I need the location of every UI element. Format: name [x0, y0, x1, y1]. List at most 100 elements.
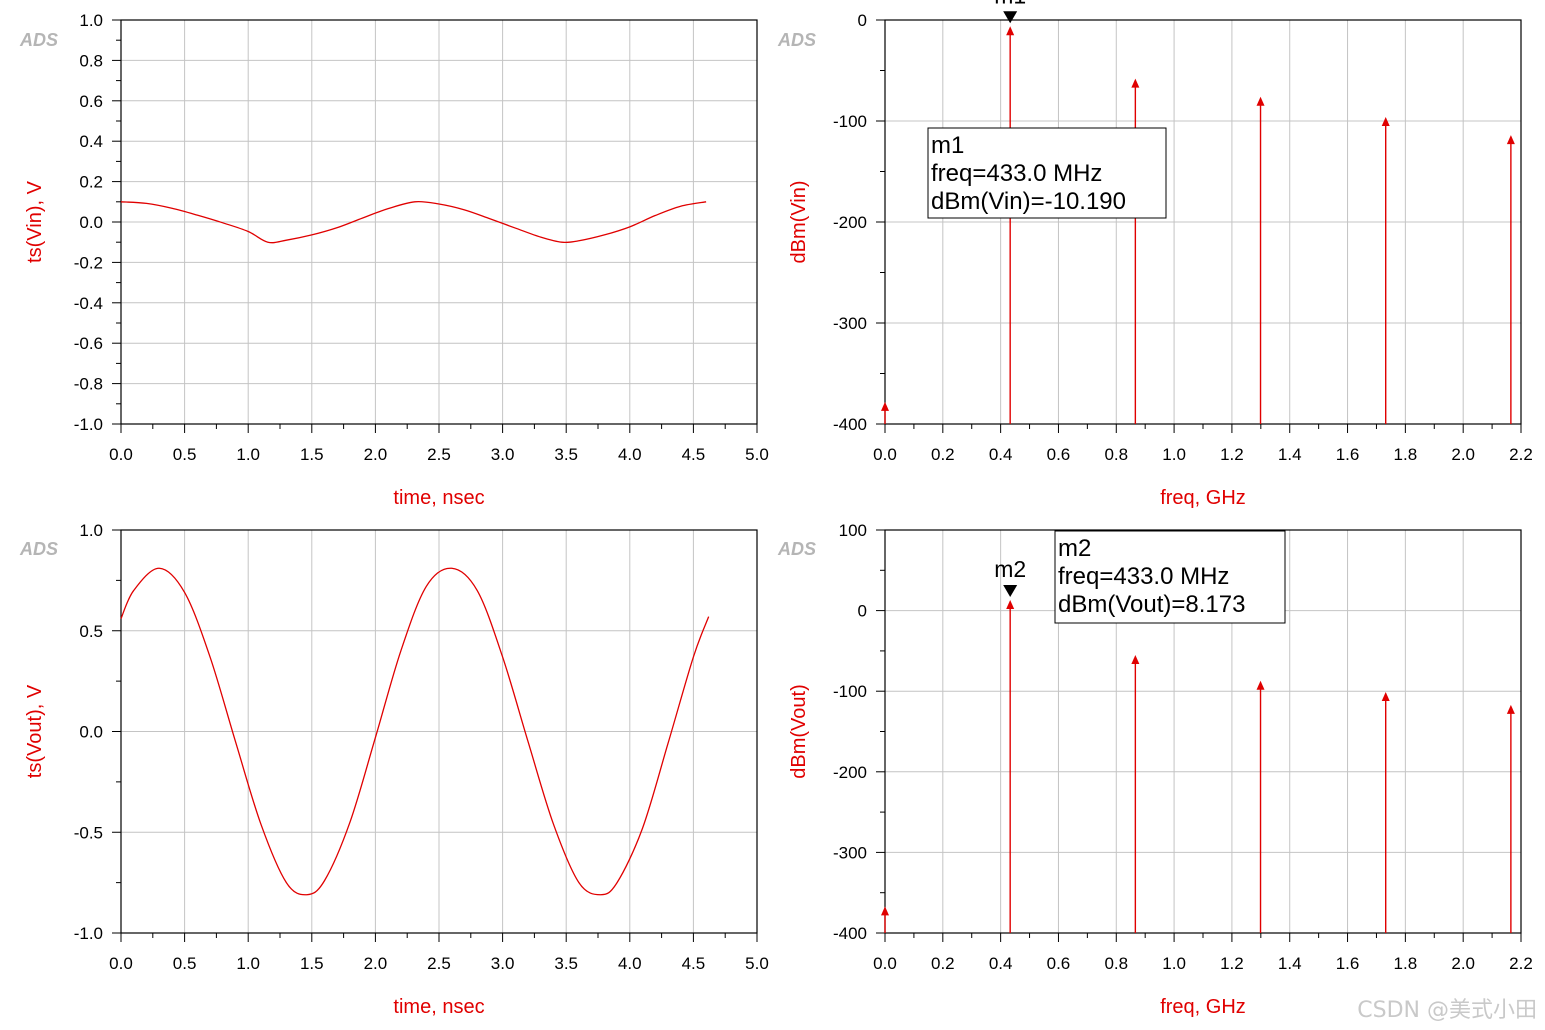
- marker-triangle[interactable]: [1003, 585, 1018, 598]
- y-tick-label: -0.4: [74, 294, 103, 313]
- stem-point: [1006, 600, 1015, 610]
- x-tick-label: 0.2: [931, 445, 955, 464]
- y-tick-label: 0.0: [79, 213, 103, 232]
- y-tick-label: -1.0: [74, 924, 103, 943]
- x-tick-label: 2.2: [1509, 445, 1533, 464]
- y-tick-label: -100: [833, 682, 867, 701]
- stem-point: [1256, 680, 1265, 690]
- y-tick-label: -0.6: [74, 334, 103, 353]
- y-tick-label: 0.2: [79, 173, 103, 192]
- marker-name-label: m1: [994, 0, 1026, 8]
- x-tick-label: 1.0: [1162, 445, 1186, 464]
- y-axis-label: dBm(Vin): [788, 181, 810, 264]
- plot-frame: [884, 529, 1522, 934]
- series-line: [120, 567, 710, 896]
- y-axis-label: ts(Vout), V: [24, 684, 46, 778]
- x-tick-label: 1.2: [1220, 445, 1244, 464]
- watermark: CSDN @美式小田: [1357, 998, 1537, 1023]
- marker-triangle[interactable]: [1003, 11, 1018, 24]
- y-tick-label: 100: [839, 521, 867, 540]
- stem-point: [1006, 26, 1015, 36]
- x-tick-label: 0.8: [1104, 445, 1128, 464]
- stem-point: [1256, 96, 1265, 106]
- y-axis-label: ts(Vin), V: [24, 180, 46, 263]
- plot-frame: [120, 19, 758, 425]
- x-tick-label: 4.0: [618, 954, 642, 973]
- marker-readout-line: dBm(Vin)=-10.190: [931, 188, 1126, 215]
- x-tick-label: 1.8: [1394, 954, 1418, 973]
- stem-point: [1381, 117, 1390, 126]
- y-tick-label: 0.0: [79, 723, 103, 742]
- y-tick-label: -300: [833, 843, 867, 862]
- x-tick-label: 1.5: [300, 445, 324, 464]
- y-tick-label: -300: [833, 314, 867, 333]
- x-tick-label: 1.6: [1336, 445, 1360, 464]
- x-tick-label: 2.0: [364, 445, 388, 464]
- x-tick-label: 1.5: [300, 954, 324, 973]
- plot-1: ADS 0.0 0.5 1.0 1.5 2.0 2.5 3.0 3.5 4.0 4.5 5.0 1.0 0…: [19, 11, 769, 509]
- stem-point: [1381, 692, 1390, 702]
- x-tick-label: 1.0: [1162, 954, 1186, 973]
- x-tick-label: 0.6: [1047, 954, 1071, 973]
- x-tick-label: 0.2: [931, 954, 955, 973]
- x-tick-label: 1.8: [1394, 445, 1418, 464]
- marker-readout-box: [1054, 530, 1286, 624]
- x-tick-label: 3.0: [491, 954, 515, 973]
- plot-frame: [884, 19, 1522, 425]
- x-tick-label: 0.0: [873, 954, 897, 973]
- y-tick-label: -0.5: [74, 823, 103, 842]
- stem-point: [881, 906, 889, 916]
- y-tick-label: 0.4: [79, 132, 103, 151]
- x-tick-label: 3.5: [554, 954, 578, 973]
- ads-logo: ADS: [19, 539, 58, 559]
- marker-readout-box: [927, 127, 1167, 219]
- series-line: [120, 200, 707, 244]
- x-tick-label: 5.0: [745, 445, 769, 464]
- x-tick-label: 0.0: [109, 954, 133, 973]
- y-tick-label: 0: [858, 11, 867, 30]
- stem-point: [1506, 704, 1515, 714]
- x-tick-label: 0.6: [1047, 445, 1071, 464]
- x-tick-label: 5.0: [745, 954, 769, 973]
- x-tick-label: 2.0: [1451, 954, 1475, 973]
- y-tick-label: -400: [833, 924, 867, 943]
- x-tick-label: 0.4: [989, 445, 1013, 464]
- plot-3: ADS 0.0 0.5 1.0 1.5 2.0 2.5 3.0 3.5 4.0 4.5 5.0 1.0 0…: [19, 521, 769, 1018]
- marker-readout-line: m2: [1058, 535, 1091, 562]
- stem-point: [1131, 654, 1140, 664]
- x-tick-label: 2.5: [427, 445, 451, 464]
- x-tick-label: 1.2: [1220, 954, 1244, 973]
- x-tick-label: 2.5: [427, 954, 451, 973]
- y-tick-label: -200: [833, 213, 867, 232]
- y-tick-label: -100: [833, 112, 867, 131]
- x-axis-label: freq, GHz: [1160, 487, 1246, 509]
- marker-readout-line: freq=433.0 MHz: [1058, 563, 1229, 590]
- x-axis-label: time, nsec: [393, 996, 484, 1018]
- marker-name-label: m2: [994, 556, 1026, 582]
- marker-readout-line: dBm(Vout)=8.173: [1058, 591, 1245, 618]
- x-tick-label: 1.4: [1278, 954, 1302, 973]
- x-tick-label: 0.0: [873, 445, 897, 464]
- x-tick-label: 0.5: [173, 445, 197, 464]
- y-tick-label: 1.0: [79, 11, 103, 30]
- plot-frame: [120, 529, 758, 934]
- x-axis-label: freq, GHz: [1160, 996, 1246, 1018]
- y-axis-label: dBm(Vout): [788, 684, 810, 778]
- x-tick-label: 1.4: [1278, 445, 1302, 464]
- marker-readout-line: freq=433.0 MHz: [931, 160, 1102, 187]
- x-tick-label: 2.0: [1451, 445, 1475, 464]
- x-tick-label: 0.5: [173, 954, 197, 973]
- y-tick-label: -0.8: [74, 375, 103, 394]
- plot-2: ADS 0.0 0.2 0.4 0.6 0.8 1.0 1.2 1.4 1.6 1.8 2.0 2.2 0…: [777, 0, 1533, 509]
- y-tick-label: -0.2: [74, 253, 103, 272]
- y-tick-label: -200: [833, 763, 867, 782]
- x-tick-label: 1.0: [236, 954, 260, 973]
- x-tick-label: 4.5: [682, 954, 706, 973]
- x-tick-label: 1.0: [236, 445, 260, 464]
- y-tick-label: -1.0: [74, 415, 103, 434]
- x-tick-label: 0.4: [989, 954, 1013, 973]
- y-tick-label: 1.0: [79, 521, 103, 540]
- y-tick-label: 0.6: [79, 92, 103, 111]
- y-tick-label: 0: [858, 602, 867, 621]
